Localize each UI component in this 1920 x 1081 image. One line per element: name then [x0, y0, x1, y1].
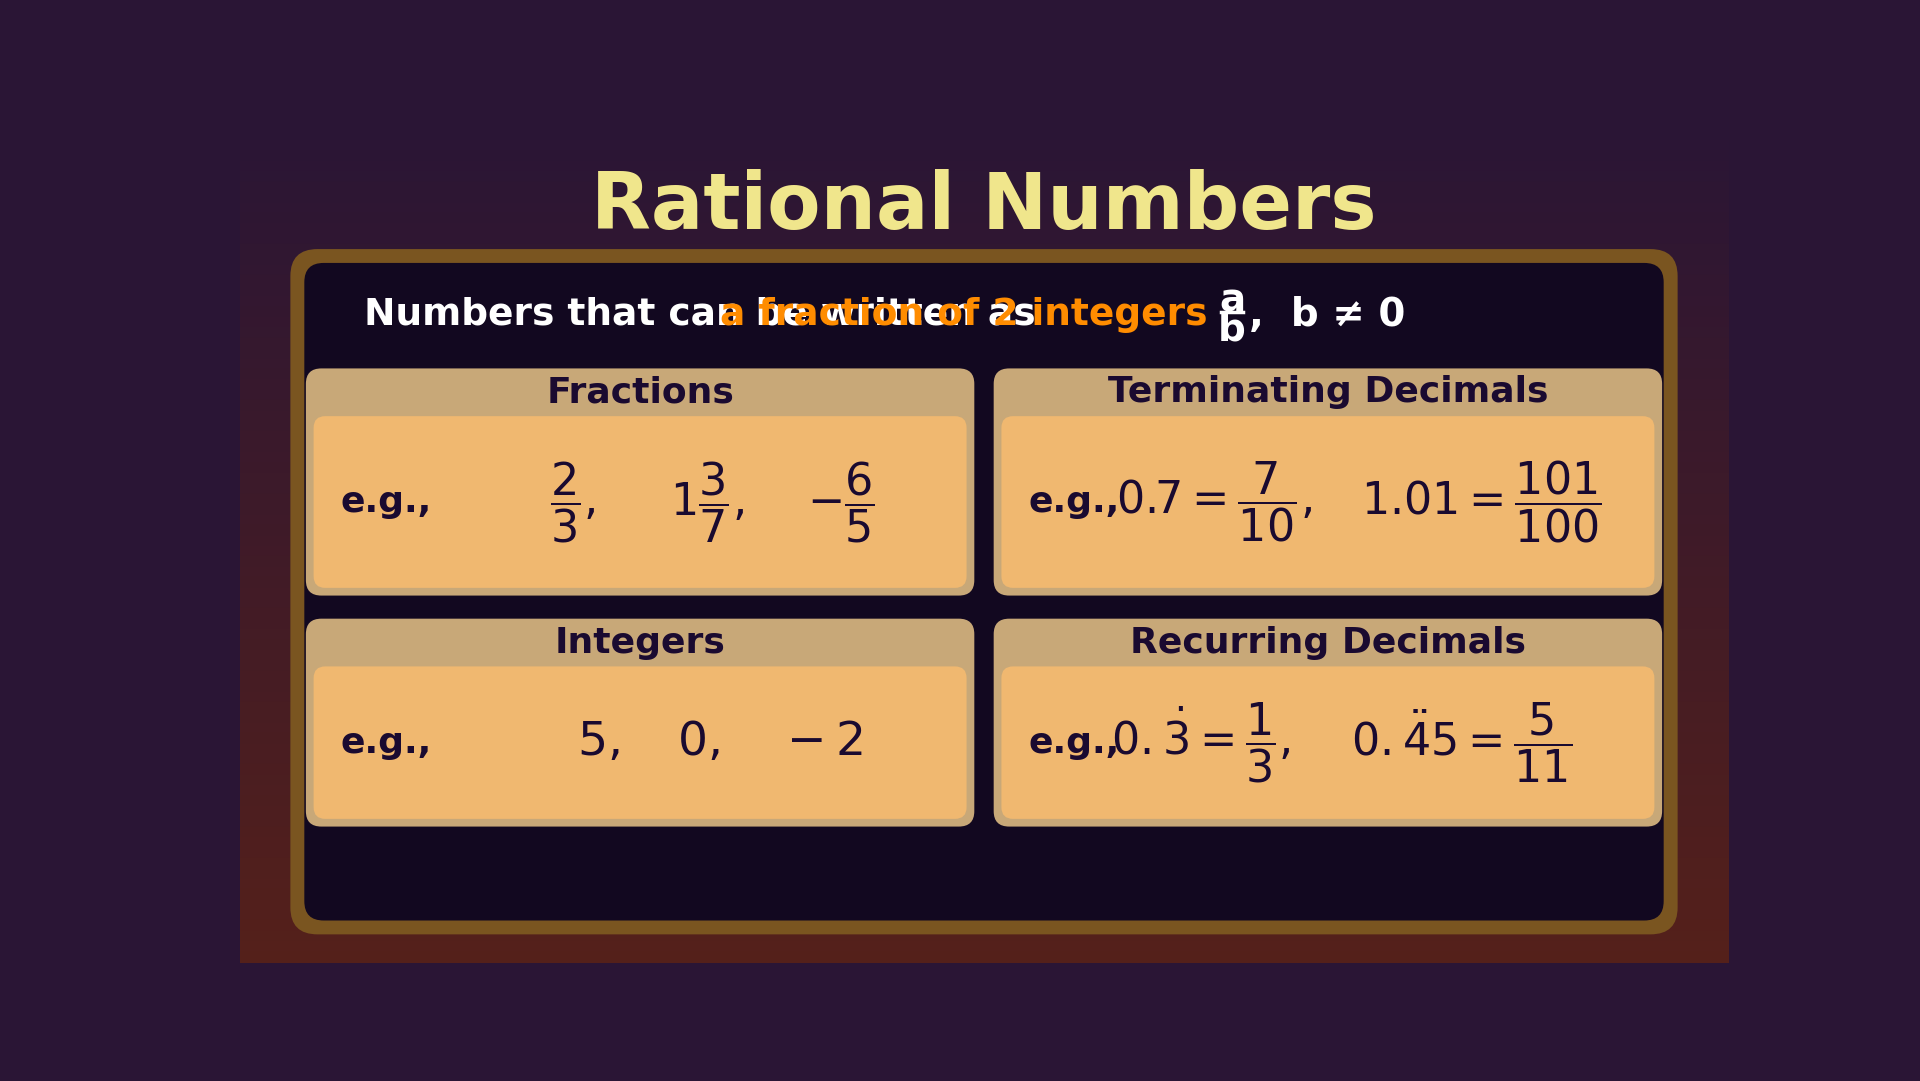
Text: e.g.,: e.g.,: [1029, 725, 1119, 760]
Text: Recurring Decimals: Recurring Decimals: [1129, 626, 1526, 659]
Text: $5, \quad 0, \quad -2$: $5, \quad 0, \quad -2$: [578, 720, 864, 765]
Text: a fraction of 2 integers: a fraction of 2 integers: [720, 296, 1208, 333]
FancyBboxPatch shape: [1002, 666, 1655, 819]
FancyBboxPatch shape: [995, 618, 1663, 827]
FancyBboxPatch shape: [305, 263, 1663, 921]
Text: $-\dfrac{6}{5}$: $-\dfrac{6}{5}$: [806, 459, 874, 545]
Text: e.g.,: e.g.,: [1029, 485, 1119, 519]
Text: Terminating Decimals: Terminating Decimals: [1108, 375, 1548, 410]
Text: Rational Numbers: Rational Numbers: [591, 169, 1377, 244]
Text: $0.\dot{3} = \dfrac{1}{3}$,: $0.\dot{3} = \dfrac{1}{3}$,: [1112, 700, 1290, 785]
Text: Integers: Integers: [555, 626, 726, 659]
FancyBboxPatch shape: [305, 618, 973, 827]
FancyBboxPatch shape: [305, 369, 973, 596]
Text: $1.01 = \dfrac{101}{100}$: $1.01 = \dfrac{101}{100}$: [1361, 458, 1601, 546]
Text: Fractions: Fractions: [545, 375, 733, 410]
FancyBboxPatch shape: [995, 369, 1663, 596]
Text: Numbers that can be written as: Numbers that can be written as: [365, 296, 1048, 333]
FancyBboxPatch shape: [290, 249, 1678, 934]
Text: e.g.,: e.g.,: [340, 485, 432, 519]
Text: $0.\ddot{4}5 = \dfrac{5}{11}$: $0.\ddot{4}5 = \dfrac{5}{11}$: [1352, 700, 1572, 785]
FancyBboxPatch shape: [313, 666, 966, 819]
FancyBboxPatch shape: [313, 416, 966, 588]
Text: $\dfrac{2}{3}$,: $\dfrac{2}{3}$,: [551, 459, 595, 545]
Text: a: a: [1219, 282, 1244, 320]
Text: $1\dfrac{3}{7}$,: $1\dfrac{3}{7}$,: [670, 459, 743, 545]
Text: b: b: [1217, 311, 1246, 349]
Text: $0.7 = \dfrac{7}{10}$,: $0.7 = \dfrac{7}{10}$,: [1116, 459, 1311, 545]
FancyBboxPatch shape: [1002, 416, 1655, 588]
Text: ,  b ≠ 0: , b ≠ 0: [1250, 295, 1405, 334]
Text: e.g.,: e.g.,: [340, 725, 432, 760]
